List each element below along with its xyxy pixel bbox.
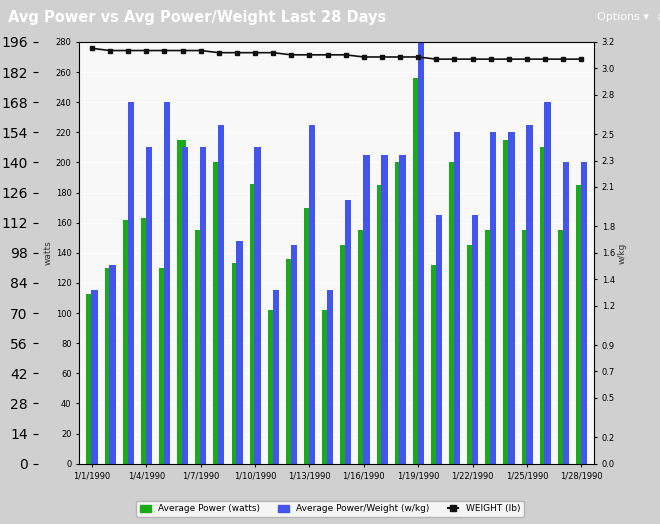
Bar	[449, 162, 458, 464]
Bar	[381, 155, 387, 464]
Bar	[290, 245, 297, 464]
Bar	[345, 200, 351, 464]
Bar	[581, 162, 587, 464]
Bar	[304, 208, 313, 464]
Bar	[412, 78, 422, 464]
Bar	[254, 147, 261, 464]
Bar	[268, 310, 277, 464]
Bar	[218, 125, 224, 464]
Bar	[164, 102, 170, 464]
Bar	[273, 290, 279, 464]
Bar	[341, 245, 349, 464]
Bar	[200, 147, 207, 464]
Bar	[485, 230, 494, 464]
Bar	[562, 162, 569, 464]
Bar	[490, 132, 496, 464]
Bar	[146, 147, 152, 464]
Bar	[508, 132, 515, 464]
Y-axis label: watts: watts	[44, 241, 53, 265]
Bar	[472, 215, 478, 464]
Bar	[540, 147, 548, 464]
Bar	[177, 140, 186, 464]
Bar	[159, 268, 168, 464]
Bar	[504, 140, 512, 464]
Bar	[363, 155, 370, 464]
Bar	[213, 162, 222, 464]
Bar	[544, 102, 550, 464]
Bar	[418, 35, 424, 464]
Bar	[358, 230, 367, 464]
Bar	[123, 220, 131, 464]
Bar	[395, 162, 403, 464]
Bar	[327, 290, 333, 464]
Bar	[576, 185, 585, 464]
Bar	[182, 147, 188, 464]
Bar	[110, 265, 115, 464]
Bar	[141, 218, 150, 464]
Bar	[558, 230, 567, 464]
Bar	[86, 293, 96, 464]
Text: Options ▾  ×: Options ▾ ×	[597, 12, 660, 22]
Legend: Average Power (watts), Average Power/Weight (w/kg), WEIGHT (lb): Average Power (watts), Average Power/Wei…	[137, 500, 523, 517]
Bar	[249, 183, 259, 464]
Bar	[526, 125, 533, 464]
Y-axis label: w/kg: w/kg	[618, 242, 626, 264]
Bar	[521, 230, 531, 464]
Bar	[431, 265, 440, 464]
Bar	[436, 215, 442, 464]
Bar	[236, 241, 243, 464]
Bar	[91, 290, 98, 464]
Text: Avg Power vs Avg Power/Weight Last 28 Days: Avg Power vs Avg Power/Weight Last 28 Da…	[8, 9, 386, 25]
Bar	[195, 230, 204, 464]
Bar	[105, 268, 114, 464]
Bar	[467, 245, 476, 464]
Bar	[232, 264, 240, 464]
Bar	[376, 185, 385, 464]
Bar	[399, 155, 406, 464]
Bar	[322, 310, 331, 464]
Bar	[127, 102, 134, 464]
Bar	[309, 125, 315, 464]
Bar	[454, 132, 460, 464]
Bar	[286, 259, 295, 464]
